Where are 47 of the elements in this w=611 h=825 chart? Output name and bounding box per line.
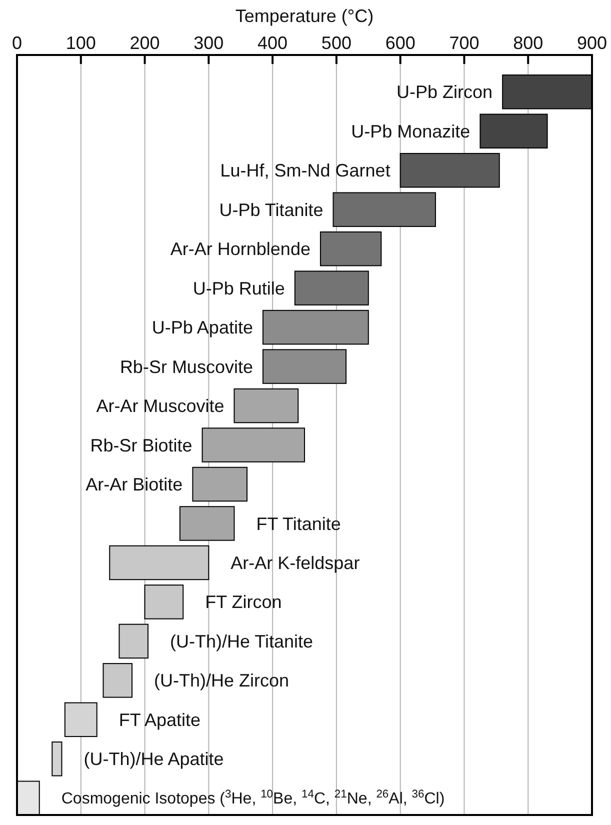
bar	[144, 584, 184, 620]
y-tick-label: Rb-Sr Muscovite	[120, 356, 253, 377]
y-tick-label: U-Pb Zircon	[396, 82, 493, 102]
bar	[192, 466, 248, 502]
y-tick-label: Ar-Ar Biotite	[86, 474, 183, 495]
y-tick-label: Lu-Hf, Sm-Nd Garnet	[220, 160, 390, 181]
bar	[52, 742, 62, 776]
y-tick-label: U-Pb Monazite	[351, 121, 470, 142]
x-tick-label: 400	[258, 33, 288, 53]
y-tick-label: (U-Th)/He Zircon	[154, 670, 290, 691]
bar	[262, 310, 369, 345]
bar	[102, 663, 132, 698]
x-tick-label: 900	[576, 33, 608, 53]
bar	[262, 349, 347, 384]
bar	[332, 192, 436, 227]
x-tick-label: 100	[66, 33, 96, 53]
y-tick-label: FT Titanite	[256, 514, 341, 534]
y-tick-label: FT Zircon	[205, 592, 282, 612]
y-tick-label: Rb-Sr Biotite	[90, 435, 192, 456]
x-tick-label: 0	[12, 33, 22, 53]
x-axis-title: Temperature (°C)	[235, 6, 374, 26]
x-tick-label: 500	[321, 33, 352, 53]
bar	[294, 270, 369, 306]
y-tick-label: U-Pb Apatite	[152, 318, 253, 338]
bar	[480, 114, 548, 148]
y-tick-label: (U-Th)/He Titanite	[170, 631, 314, 652]
bar	[64, 702, 98, 738]
bar	[320, 231, 382, 266]
x-tick-label: 300	[194, 33, 224, 53]
y-tick-label: Ar-Ar K-feldspar	[230, 553, 360, 574]
bar	[400, 152, 500, 188]
x-tick-label: 200	[130, 33, 160, 53]
bar	[118, 624, 148, 659]
category-label: Cosmogenic Isotopes ($^{3}$He, $^{10}$Be, $^{14}$C, $^{21}$Ne, $^{26}$Al, $^{36}$Cl)	[61, 788, 445, 808]
y-tick-label: Ar-Ar Muscovite	[96, 396, 224, 416]
y-tick-label: FT Apatite	[118, 710, 201, 730]
x-tick-label: 700	[449, 33, 480, 53]
y-tick-label: (U-Th)/He Apatite	[84, 749, 224, 770]
y-tick-label: U-Pb Rutile	[192, 278, 285, 298]
bar	[179, 506, 235, 541]
bar	[202, 428, 305, 462]
y-tick-label: U-Pb Titanite	[219, 200, 324, 220]
y-tick-label: Ar-Ar Hornblende	[170, 239, 310, 260]
x-tick-label: 800	[513, 33, 544, 53]
bar	[234, 388, 299, 424]
x-tick-label: 600	[385, 33, 416, 53]
bar	[109, 545, 210, 580]
